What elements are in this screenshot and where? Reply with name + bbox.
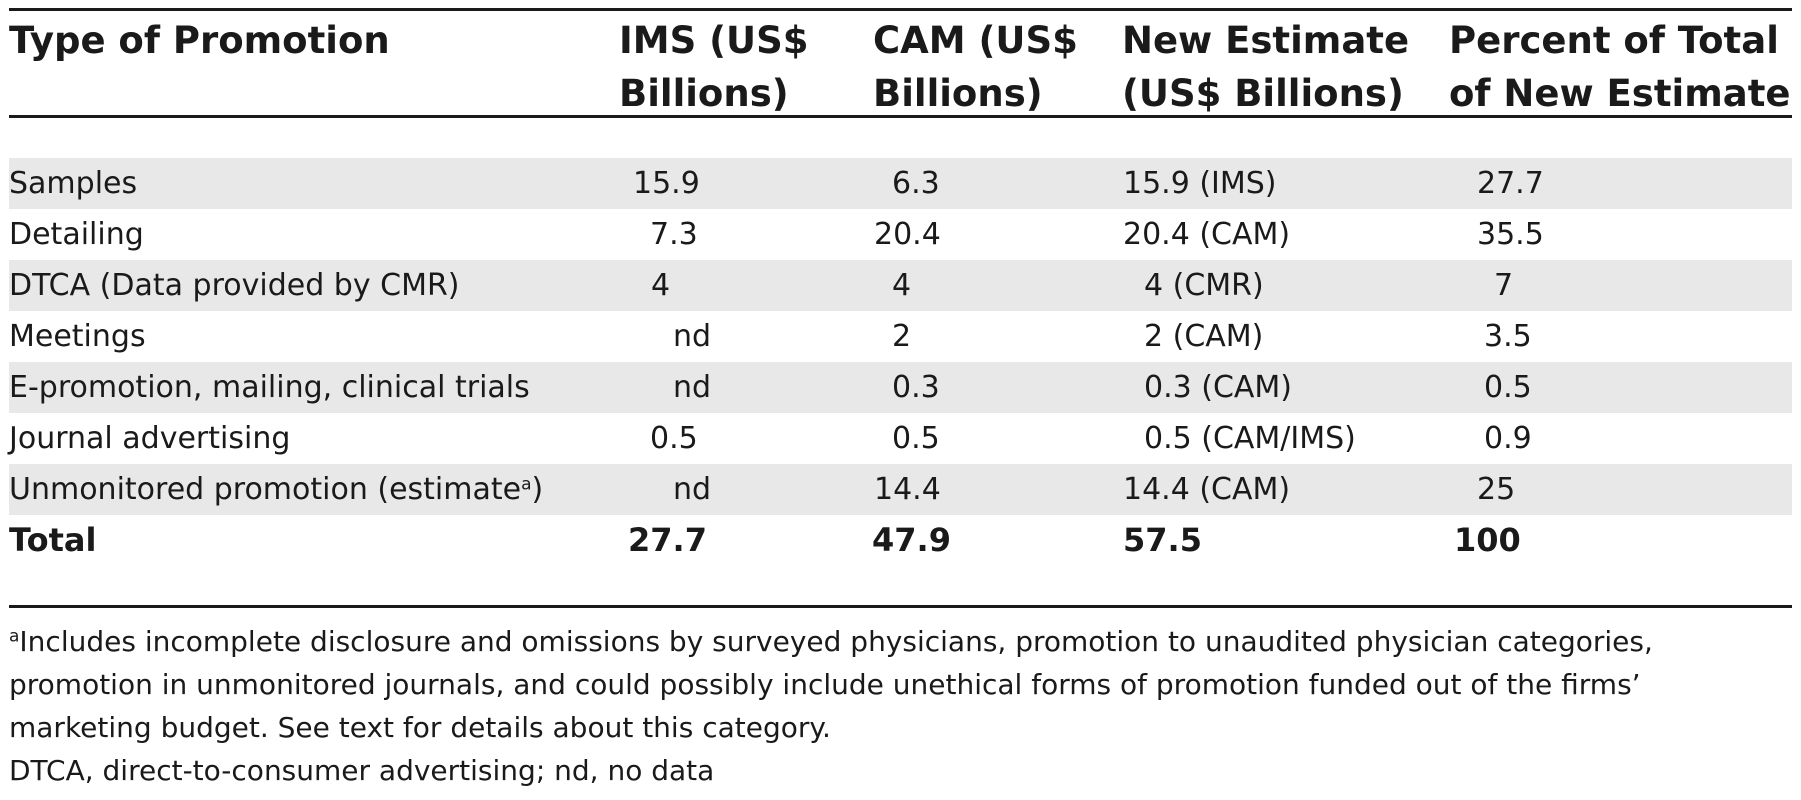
cell-ims: 0.5 bbox=[650, 421, 698, 456]
footnote-a-line: promotion in unmonitored journals, and c… bbox=[9, 668, 1641, 701]
table-row: Meetings nd 2 2 (CAM) 3.5 bbox=[9, 311, 1792, 362]
total-percent: 100 bbox=[1454, 521, 1521, 559]
total-new-estimate: 57.5 bbox=[1123, 521, 1202, 559]
cell-new-estimate: 2 (CAM) bbox=[1144, 319, 1264, 354]
cell-type-text: Unmonitored promotion (estimate bbox=[9, 472, 522, 507]
cell-ims: nd bbox=[673, 472, 712, 507]
footnote-a-marker: a bbox=[9, 626, 20, 647]
footnote-abbreviations: DTCA, direct-to-consumer advertising; nd… bbox=[9, 754, 715, 787]
cell-type: E-promotion, mailing, clinical trials bbox=[9, 370, 530, 405]
cell-ims: 15.9 bbox=[633, 166, 700, 201]
cell-ims: 4 bbox=[651, 268, 671, 303]
cell-type: Meetings bbox=[9, 319, 146, 354]
cell-percent: 7 bbox=[1494, 268, 1514, 303]
footnote-a-line: aIncludes incomplete disclosure and omis… bbox=[9, 620, 1792, 663]
cell-type: Samples bbox=[9, 166, 138, 201]
table-row: Samples 15.9 6.3 15.9 (IMS) 27.7 bbox=[9, 158, 1792, 209]
cell-type-suffix: ) bbox=[531, 472, 544, 507]
header-type-of-promotion: Type of Promotion bbox=[9, 19, 390, 62]
table-bottom-rule bbox=[9, 605, 1792, 608]
table-row: DTCA (Data provided by CMR) 4 4 4 (CMR) … bbox=[9, 260, 1792, 311]
footnote-a-text: Includes incomplete disclosure and omiss… bbox=[19, 625, 1653, 658]
cell-new-estimate: 15.9 (IMS) bbox=[1123, 166, 1277, 201]
cell-cam: 6.3 bbox=[892, 166, 940, 201]
header-ims: IMS (US$ Billions) bbox=[619, 19, 809, 115]
header-cam: CAM (US$ Billions) bbox=[873, 19, 1078, 115]
header-percent-of-total: Percent of Total of New Estimate bbox=[1449, 19, 1791, 115]
table-total-row: Total 27.7 47.9 57.5 100 bbox=[9, 515, 1792, 566]
table-top-rule bbox=[9, 8, 1792, 11]
cell-percent: 0.5 bbox=[1484, 370, 1532, 405]
footnote-a-line: marketing budget. See text for details a… bbox=[9, 711, 831, 744]
table-row: Journal advertising 0.5 0.5 0.5 (CAM/IMS… bbox=[9, 413, 1792, 464]
cell-ims: nd bbox=[673, 319, 712, 354]
cell-cam: 14.4 bbox=[874, 472, 941, 507]
cell-new-estimate: 4 (CMR) bbox=[1144, 268, 1264, 303]
cell-percent: 25 bbox=[1477, 472, 1516, 507]
cell-cam: 4 bbox=[892, 268, 912, 303]
cell-cam: 2 bbox=[892, 319, 912, 354]
cell-cam: 20.4 bbox=[874, 217, 941, 252]
cell-new-estimate: 14.4 (CAM) bbox=[1123, 472, 1291, 507]
cell-cam: 0.3 bbox=[892, 370, 940, 405]
cell-type: DTCA (Data provided by CMR) bbox=[9, 268, 460, 303]
cell-cam: 0.5 bbox=[892, 421, 940, 456]
table-row: Unmonitored promotion (estimatea) nd 14.… bbox=[9, 464, 1792, 515]
cell-percent: 0.9 bbox=[1484, 421, 1532, 456]
footnote-marker-a: a bbox=[521, 474, 532, 495]
cell-type: Detailing bbox=[9, 217, 144, 252]
table-footnotes: aIncludes incomplete disclosure and omis… bbox=[9, 620, 1792, 792]
cell-new-estimate: 0.5 (CAM/IMS) bbox=[1144, 421, 1356, 456]
cell-new-estimate: 0.3 (CAM) bbox=[1144, 370, 1293, 405]
total-ims: 27.7 bbox=[628, 521, 707, 559]
cell-type: Unmonitored promotion (estimatea) bbox=[9, 464, 543, 515]
cell-new-estimate: 20.4 (CAM) bbox=[1123, 217, 1291, 252]
cell-ims: nd bbox=[673, 370, 712, 405]
table-row: E-promotion, mailing, clinical trials nd… bbox=[9, 362, 1792, 413]
cell-percent: 3.5 bbox=[1484, 319, 1532, 354]
header-rule bbox=[9, 115, 1792, 118]
table-row: Detailing 7.3 20.4 20.4 (CAM) 35.5 bbox=[9, 209, 1792, 260]
header-new-estimate: New Estimate (US$ Billions) bbox=[1122, 19, 1410, 115]
cell-type: Journal advertising bbox=[9, 421, 291, 456]
cell-percent: 35.5 bbox=[1477, 217, 1544, 252]
total-cam: 47.9 bbox=[872, 521, 951, 559]
cell-percent: 27.7 bbox=[1477, 166, 1544, 201]
total-label: Total bbox=[9, 521, 97, 559]
cell-ims: 7.3 bbox=[650, 217, 698, 252]
